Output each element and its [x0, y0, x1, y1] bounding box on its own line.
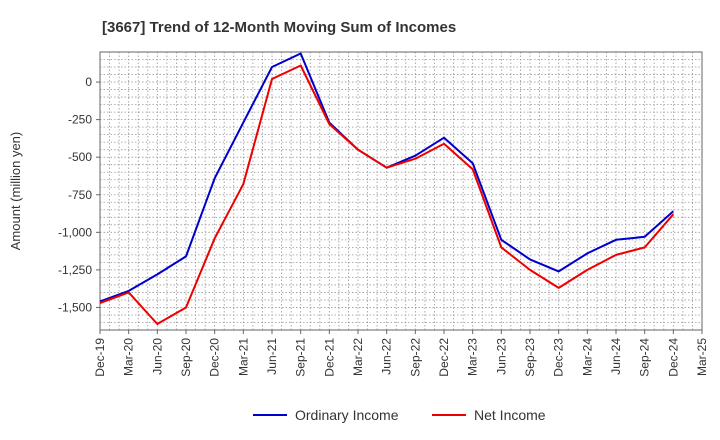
x-tick-label: Sep-22 [408, 338, 422, 377]
x-tick-label: Mar-25 [695, 338, 709, 376]
y-tick-label: 0 [85, 75, 92, 89]
legend-label: Net Income [474, 407, 546, 423]
x-axis-ticks: Dec-19 Mar-20 Jun-20 Sep-20 Dec-20 Mar-21 Jun-… [93, 330, 709, 377]
x-tick-label: Mar-20 [122, 338, 136, 376]
y-tick-label: -1,000 [58, 225, 92, 239]
grid [100, 52, 702, 330]
y-tick-label: -750 [68, 188, 92, 202]
x-tick-label: Jun-21 [265, 338, 279, 375]
series-lines [99, 52, 675, 325]
x-tick-label: Dec-19 [93, 338, 107, 377]
x-tick-label: Jun-22 [380, 338, 394, 375]
x-tick-label: Mar-24 [580, 338, 594, 376]
x-tick-label: Dec-24 [666, 338, 680, 377]
chart-title: [3667] Trend of 12-Month Moving Sum of I… [102, 19, 456, 36]
x-tick-label: Mar-22 [351, 338, 365, 376]
x-tick-label: Jun-20 [150, 338, 164, 375]
legend: Ordinary Income Net Income [253, 407, 546, 423]
y-tick-label: -1,500 [58, 300, 92, 314]
series-line-net-income [99, 64, 675, 325]
x-tick-label: Jun-23 [494, 338, 508, 375]
x-tick-label: Dec-21 [322, 338, 336, 377]
y-tick-label: -500 [68, 150, 92, 164]
x-tick-label: Jun-24 [609, 338, 623, 375]
plot-frame [99, 51, 703, 331]
y-tick-label: -250 [68, 113, 92, 127]
x-tick-label: Dec-20 [208, 338, 222, 377]
x-tick-label: Dec-22 [437, 338, 451, 377]
x-tick-label: Sep-24 [638, 338, 652, 377]
x-tick-label: Mar-23 [466, 338, 480, 376]
x-tick-label: Mar-21 [236, 338, 250, 376]
y-axis-ticks: 0 -250 -500 -750 -1,000 -1,250 -1,500 [58, 75, 100, 314]
y-axis-label: Amount (million yen) [8, 132, 23, 251]
x-tick-label: Dec-23 [552, 338, 566, 377]
x-tick-label: Sep-21 [294, 338, 308, 377]
y-tick-label: -1,250 [58, 263, 92, 277]
x-tick-label: Sep-20 [179, 338, 193, 377]
x-tick-label: Sep-23 [523, 338, 537, 377]
legend-label: Ordinary Income [295, 407, 399, 423]
